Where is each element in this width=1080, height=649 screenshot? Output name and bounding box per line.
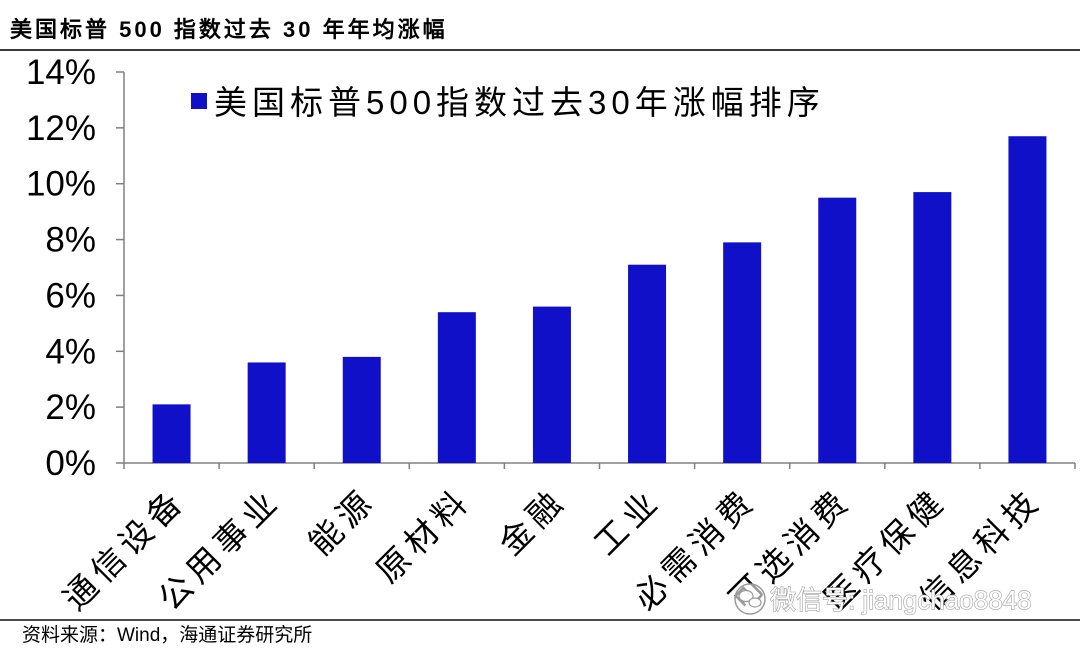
bars <box>152 136 1047 464</box>
x-tick-label-5: 金融 <box>492 481 573 562</box>
y-tick-label-1: 2% <box>45 388 96 427</box>
y-tick-label-2: 4% <box>45 332 96 371</box>
x-tick-label-4: 原材料 <box>369 481 478 590</box>
y-tick-label-3: 6% <box>45 276 96 315</box>
bar-3 <box>342 356 381 463</box>
bar-1 <box>152 404 191 463</box>
bar-10 <box>1008 136 1047 463</box>
x-tick-label-6: 工业 <box>587 481 668 562</box>
bar-5 <box>532 306 571 463</box>
bar-9 <box>913 192 952 464</box>
x-tick-label-3: 能源 <box>301 481 382 562</box>
y-tick-label-6: 12% <box>26 109 96 148</box>
y-tick-label-0: 0% <box>45 444 96 483</box>
watermark: 微信号: jiangchao8848 <box>734 583 1032 616</box>
bar-6 <box>628 264 667 463</box>
y-tick-label-5: 10% <box>26 165 96 204</box>
y-tick-label-7: 14% <box>26 53 96 92</box>
y-axis: 0% 2% 4% 6% 8% 10% 12% 14% <box>26 53 125 483</box>
source-divider <box>0 619 1080 621</box>
legend-label: 美国标普500指数过去30年涨幅排序 <box>214 84 825 121</box>
bar-2 <box>247 362 286 463</box>
bar-8 <box>818 197 857 463</box>
title-divider <box>0 49 1080 51</box>
x-axis <box>123 462 1076 469</box>
source-note: 资料来源：Wind，海通证券研究所 <box>22 625 313 646</box>
legend-swatch <box>191 93 207 109</box>
watermark-text: 微信号: jiangchao8848 <box>770 585 1032 615</box>
wechat-icon <box>734 583 766 615</box>
figure-title: 美国标普 500 指数过去 30 年年均涨幅 <box>10 17 448 42</box>
legend: 美国标普500指数过去30年涨幅排序 <box>191 84 825 121</box>
bar-7 <box>723 242 762 463</box>
y-tick-label-4: 8% <box>45 221 96 260</box>
bar-4 <box>437 312 476 463</box>
